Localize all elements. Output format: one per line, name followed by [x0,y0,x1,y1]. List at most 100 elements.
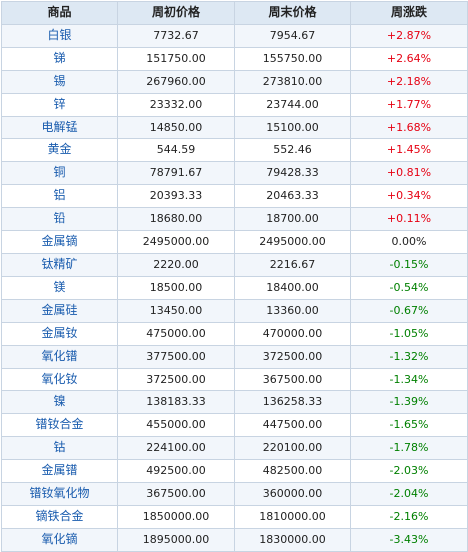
week-start-price: 20393.33 [117,184,235,209]
table-body: 白银 7732.67 7954.67 +2.87% 锑 151750.00 155750.0… [1,23,468,552]
week-start-price: 23332.00 [117,92,235,117]
weekly-change: -0.54% [350,275,468,300]
week-start-price: 1895000.00 [117,527,235,552]
commodity-name-link[interactable]: 铜 [1,161,118,186]
week-start-price: 455000.00 [117,413,235,438]
weekly-change: +0.11% [350,207,468,232]
week-end-price: 447500.00 [234,413,351,438]
week-end-price: 7954.67 [234,23,351,48]
week-end-price: 482500.00 [234,459,351,484]
week-start-price: 492500.00 [117,459,235,484]
table-row: 黄金 544.59 552.46 +1.45% [1,138,468,163]
week-start-price: 1850000.00 [117,504,235,529]
weekly-change: +2.64% [350,46,468,71]
commodity-name-link[interactable]: 氧化镨 [1,344,118,369]
commodity-name-link[interactable]: 锡 [1,69,118,94]
weekly-change: +0.81% [350,161,468,186]
weekly-change: +1.77% [350,92,468,117]
table-row: 锌 23332.00 23744.00 +1.77% [1,92,468,117]
week-start-price: 2220.00 [117,252,235,277]
commodity-name-link[interactable]: 白银 [1,23,118,48]
table-row: 金属镨 492500.00 482500.00 -2.03% [1,459,468,484]
header-commodity: 商品 [1,1,118,25]
commodity-name-link[interactable]: 镨钕合金 [1,413,118,438]
commodity-name-link[interactable]: 钴 [1,436,118,461]
weekly-change: -2.16% [350,504,468,529]
table-row: 铅 18680.00 18700.00 +0.11% [1,207,468,232]
header-weekly-change: 周涨跌 [350,1,468,25]
week-end-price: 23744.00 [234,92,351,117]
weekly-change: -1.39% [350,390,468,415]
week-start-price: 267960.00 [117,69,235,94]
table-row: 金属钕 475000.00 470000.00 -1.05% [1,321,468,346]
week-end-price: 367500.00 [234,367,351,392]
commodity-name-link[interactable]: 氧化镝 [1,527,118,552]
week-end-price: 13360.00 [234,298,351,323]
weekly-change: +1.45% [350,138,468,163]
weekly-change: +2.18% [350,69,468,94]
week-end-price: 79428.33 [234,161,351,186]
week-end-price: 552.46 [234,138,351,163]
table-row: 镍 138183.33 136258.33 -1.39% [1,390,468,415]
table-row: 钛精矿 2220.00 2216.67 -0.15% [1,252,468,277]
table-row: 氧化镝 1895000.00 1830000.00 -3.43% [1,527,468,552]
table-row: 钴 224100.00 220100.00 -1.78% [1,436,468,461]
table-row: 锑 151750.00 155750.00 +2.64% [1,46,468,71]
week-start-price: 475000.00 [117,321,235,346]
week-start-price: 18500.00 [117,275,235,300]
table-header: 商品 周初价格 周末价格 周涨跌 [1,1,468,25]
commodity-name-link[interactable]: 金属硅 [1,298,118,323]
week-start-price: 224100.00 [117,436,235,461]
week-end-price: 372500.00 [234,344,351,369]
table-row: 镝铁合金 1850000.00 1810000.00 -2.16% [1,504,468,529]
week-end-price: 15100.00 [234,115,351,140]
table-row: 镨钕氧化物 367500.00 360000.00 -2.04% [1,482,468,506]
weekly-change: -1.05% [350,321,468,346]
commodity-name-link[interactable]: 镍 [1,390,118,415]
week-start-price: 367500.00 [117,482,235,506]
table-row: 铜 78791.67 79428.33 +0.81% [1,161,468,186]
week-end-price: 1830000.00 [234,527,351,552]
weekly-change: +2.87% [350,23,468,48]
week-start-price: 78791.67 [117,161,235,186]
week-end-price: 220100.00 [234,436,351,461]
commodity-name-link[interactable]: 金属镝 [1,230,118,254]
commodity-name-link[interactable]: 镨钕氧化物 [1,482,118,506]
week-end-price: 273810.00 [234,69,351,94]
commodity-name-link[interactable]: 铅 [1,207,118,232]
weekly-change: +1.68% [350,115,468,140]
table-row: 锡 267960.00 273810.00 +2.18% [1,69,468,94]
commodity-name-link[interactable]: 金属镨 [1,459,118,484]
table-row: 镁 18500.00 18400.00 -0.54% [1,275,468,300]
table-row: 氧化钕 372500.00 367500.00 -1.34% [1,367,468,392]
table-row: 电解锰 14850.00 15100.00 +1.68% [1,115,468,140]
commodity-name-link[interactable]: 氧化钕 [1,367,118,392]
week-start-price: 7732.67 [117,23,235,48]
commodity-name-link[interactable]: 镁 [1,275,118,300]
week-end-price: 2216.67 [234,252,351,277]
commodity-name-link[interactable]: 镝铁合金 [1,504,118,529]
table-row: 金属硅 13450.00 13360.00 -0.67% [1,298,468,323]
week-end-price: 136258.33 [234,390,351,415]
week-start-price: 372500.00 [117,367,235,392]
weekly-change: -3.43% [350,527,468,552]
week-end-price: 18400.00 [234,275,351,300]
week-end-price: 470000.00 [234,321,351,346]
commodity-name-link[interactable]: 钛精矿 [1,252,118,277]
commodity-name-link[interactable]: 金属钕 [1,321,118,346]
week-start-price: 13450.00 [117,298,235,323]
week-start-price: 544.59 [117,138,235,163]
commodity-name-link[interactable]: 锌 [1,92,118,117]
commodity-name-link[interactable]: 铝 [1,184,118,209]
weekly-change: 0.00% [350,230,468,254]
commodity-name-link[interactable]: 锑 [1,46,118,71]
table-row: 金属镝 2495000.00 2495000.00 0.00% [1,230,468,254]
weekly-change: -1.65% [350,413,468,438]
table-row: 白银 7732.67 7954.67 +2.87% [1,23,468,48]
commodity-name-link[interactable]: 电解锰 [1,115,118,140]
commodity-name-link[interactable]: 黄金 [1,138,118,163]
week-end-price: 20463.33 [234,184,351,209]
weekly-change: -0.15% [350,252,468,277]
weekly-change: -0.67% [350,298,468,323]
